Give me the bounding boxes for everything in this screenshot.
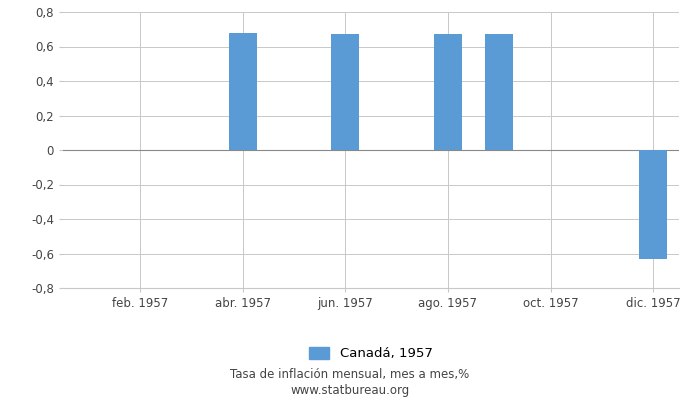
Bar bbox=[434, 34, 462, 150]
Text: Tasa de inflación mensual, mes a mes,%: Tasa de inflación mensual, mes a mes,% bbox=[230, 368, 470, 381]
Text: www.statbureau.org: www.statbureau.org bbox=[290, 384, 410, 397]
Bar bbox=[228, 33, 257, 150]
Legend: Canadá, 1957: Canadá, 1957 bbox=[304, 342, 438, 366]
Bar bbox=[331, 34, 360, 150]
Bar bbox=[639, 150, 667, 259]
Bar bbox=[485, 34, 513, 150]
